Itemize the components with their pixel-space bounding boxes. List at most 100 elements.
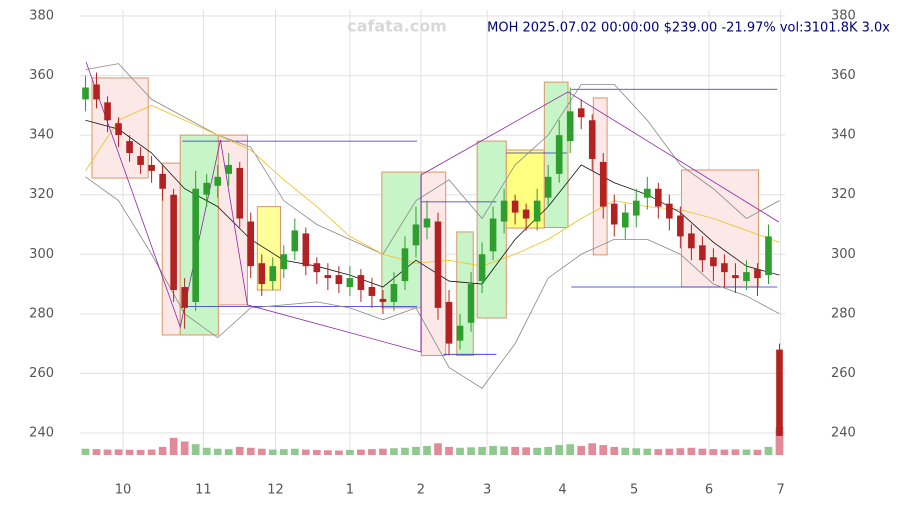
volume-bar <box>764 446 773 455</box>
volume-bar <box>632 448 641 455</box>
candle-body <box>346 278 354 288</box>
watermark: cafata.com <box>347 17 447 36</box>
y-tick-label: 260 <box>29 366 54 381</box>
candle-body <box>721 263 728 273</box>
volume-bar <box>268 449 277 455</box>
volume-bar <box>301 449 310 455</box>
candle-body <box>710 257 717 267</box>
y-tick-label-right: 280 <box>831 306 856 321</box>
volume-bar <box>522 447 530 455</box>
candle-body <box>401 248 409 282</box>
volume-bar <box>235 446 244 455</box>
candle-body <box>754 269 761 279</box>
volume-bar <box>213 448 222 455</box>
volume-bar <box>379 448 387 455</box>
candle-body <box>666 203 673 219</box>
plot <box>81 61 784 455</box>
candle-body <box>324 275 332 279</box>
candle-body <box>390 284 398 302</box>
volume-bar <box>423 445 431 455</box>
y-tick-label-right: 320 <box>831 187 856 202</box>
candle-body <box>732 275 739 279</box>
y-tick-label: 240 <box>29 425 54 440</box>
volume-bar <box>588 443 597 455</box>
candle-body <box>555 135 563 174</box>
volume-bar <box>114 449 123 455</box>
x-tick-label: 4 <box>558 483 566 498</box>
volume-bar <box>544 446 553 455</box>
volume-bar <box>202 447 211 455</box>
volume-bar <box>709 449 718 455</box>
candle-body <box>357 275 365 291</box>
volume-bar <box>257 448 266 455</box>
indicator-line <box>85 176 780 389</box>
volume-bar <box>775 427 784 455</box>
chart-title: MOH 2025.07.02 00:00:00 $239.00 -21.97% … <box>487 21 890 36</box>
candle-body <box>368 287 376 296</box>
candle-body <box>170 194 177 291</box>
candle-body <box>93 84 100 100</box>
x-tick-label: 10 <box>115 483 132 498</box>
candle-body <box>688 233 695 249</box>
x-tick-label: 11 <box>195 483 212 498</box>
x-tick-label: 2 <box>417 483 425 498</box>
volume-bar <box>357 449 365 455</box>
volume-bar <box>467 447 475 455</box>
volume-bar <box>478 446 486 455</box>
candle-body <box>181 287 188 308</box>
candle-body <box>379 298 387 302</box>
volume-bar <box>621 447 630 455</box>
candle-body <box>192 188 199 302</box>
volume-bar <box>445 446 453 455</box>
candle-body <box>588 120 596 159</box>
candle-body <box>456 325 464 341</box>
x-tick-label: 1 <box>346 483 354 498</box>
volume-bar <box>335 450 343 455</box>
volume-bar <box>698 448 707 455</box>
candle-body <box>247 221 255 267</box>
volume-bar <box>665 448 674 455</box>
volume-bar <box>412 446 420 455</box>
candle-body <box>743 272 750 282</box>
candle-body <box>511 200 519 213</box>
volume-bar <box>731 449 740 455</box>
volume-bar <box>368 449 376 455</box>
volume-bar <box>81 448 90 455</box>
indicator-line <box>85 63 780 255</box>
x-tick-label: 3 <box>483 483 491 498</box>
volume-bar <box>312 450 321 455</box>
candle-body <box>699 245 706 261</box>
x-tick-label: 12 <box>267 483 284 498</box>
volume-bar <box>279 449 288 455</box>
volume-bar <box>191 444 200 455</box>
candle-body <box>269 266 277 282</box>
candle-body <box>214 176 221 186</box>
candle-body <box>632 200 640 216</box>
candle-body <box>236 167 244 219</box>
volume-bar <box>136 449 145 455</box>
candle-body <box>412 224 420 246</box>
y-tick-label: 300 <box>29 247 54 262</box>
y-tick-label-right: 240 <box>831 425 856 440</box>
candle-body <box>599 161 607 207</box>
candle-body <box>566 111 574 142</box>
volume-bar <box>346 449 354 455</box>
x-tick-label: 5 <box>630 483 638 498</box>
volume-bar <box>599 445 608 455</box>
candle-body <box>445 301 453 344</box>
y-tick-label-right: 360 <box>831 68 856 83</box>
pattern-box <box>420 171 447 357</box>
candle-body <box>644 188 651 198</box>
volume-bar <box>290 448 299 455</box>
indicator-line <box>85 104 780 267</box>
candle-body <box>203 182 210 195</box>
candle-body <box>225 164 233 174</box>
volume-bar <box>434 443 442 455</box>
y-tick-label: 380 <box>29 9 54 24</box>
volume-bar <box>643 448 652 455</box>
candle-body <box>82 87 89 100</box>
candle-body <box>115 123 122 136</box>
candle-body <box>478 254 486 282</box>
volume-bar <box>676 448 685 455</box>
